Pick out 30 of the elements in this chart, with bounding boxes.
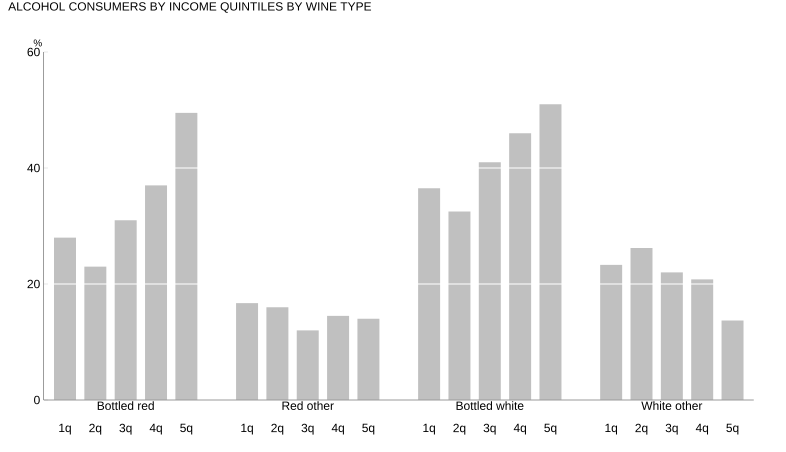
x-tick-label: 3q	[302, 424, 314, 435]
text: Red other	[282, 401, 334, 410]
x-tick-label: 1q	[605, 424, 618, 434]
x-tick-label: 5q	[544, 424, 556, 434]
x-tick-label: 5q	[362, 424, 374, 434]
x-tick-label: 3q	[119, 424, 132, 435]
x-tick-label: 4q	[150, 424, 162, 434]
y-tick-label: 20	[28, 280, 40, 288]
x-tick-label: 1q	[241, 424, 253, 434]
y-tick-label: 60	[28, 48, 40, 56]
text: Bottled red	[98, 401, 154, 410]
x-tick-label: 4q	[696, 424, 708, 434]
x-tick-label: 4q	[332, 424, 344, 434]
x-tick-label: 4q	[514, 424, 526, 434]
x-tick-label: 2q	[453, 424, 466, 435]
y-tick-label: 40	[27, 164, 40, 172]
x-tick-label: 5q	[180, 424, 192, 434]
chart-title: ALCOHOL CONSUMERS BY INCOME QUINTILES BY WINE TYPE	[8, 2, 372, 13]
x-tick-label: 2q	[89, 424, 102, 435]
x-tick-label: 5q	[726, 424, 738, 434]
y-axis-title: %	[34, 40, 42, 46]
text: White other	[641, 401, 702, 410]
x-tick-label: 3q	[484, 424, 496, 435]
x-tick-label: 2q	[271, 424, 284, 435]
x-tick-label: 1q	[423, 424, 435, 434]
text: Bottled white	[456, 401, 524, 410]
y-tick-label: 0	[34, 396, 40, 404]
x-tick-label: 2q	[635, 424, 648, 435]
x-tick-label: 1q	[59, 424, 71, 434]
x-tick-label: 3q	[666, 424, 678, 435]
